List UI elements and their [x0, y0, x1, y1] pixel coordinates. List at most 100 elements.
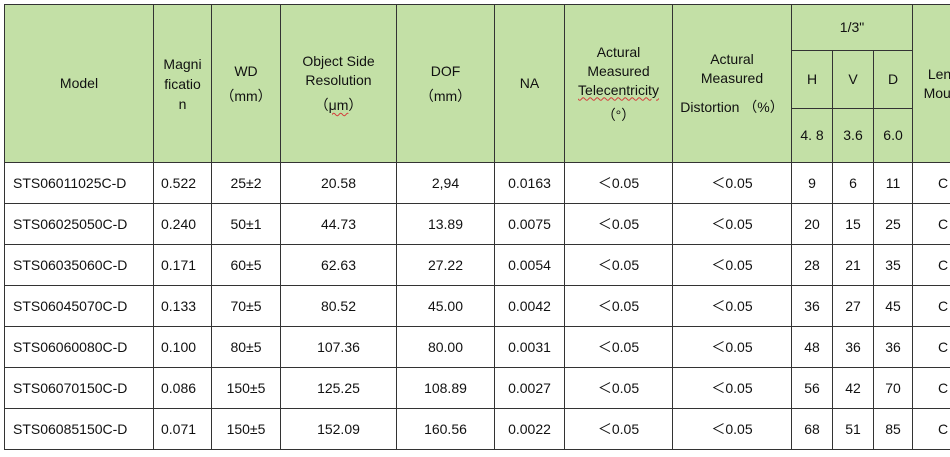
- cell-model: STS06070150C-D: [4, 367, 154, 409]
- cell-na: 0.0022: [494, 408, 565, 450]
- table-row: STS06060080C-D 0.100 80±5 107.36 80.00 0.0031…: [4, 326, 950, 368]
- table-row: STS06011025C-D 0.522 25±2 20.58 2,94 0.0163 ＜0…: [4, 162, 950, 204]
- cell-mount: C: [912, 244, 950, 286]
- cell-wd: 70±5: [211, 285, 281, 327]
- header-na: NA: [494, 4, 565, 163]
- header-sensor-d-value: 6.0: [872, 108, 914, 163]
- header-sensor-v-value-text: 3.6: [843, 127, 863, 143]
- header-wd-label: WD: [234, 62, 258, 79]
- cell-mount: C: [912, 367, 950, 409]
- header-sensor-h: H: [791, 50, 833, 109]
- cell-magnification: 0.133: [153, 285, 212, 327]
- cell-sensor-h: 20: [791, 203, 833, 245]
- cell-model: STS06045070C-D: [4, 285, 154, 327]
- cell-resolution: 125.25: [280, 367, 397, 409]
- cell-sensor-d: 35: [872, 244, 914, 286]
- cell-dof: 160.56: [396, 408, 495, 450]
- header-wd-unit: （mm）: [220, 87, 272, 104]
- cell-mount: C: [912, 326, 950, 368]
- table-header: Model Magni ficatio n WD （mm） Object Sid…: [4, 4, 950, 163]
- header-model-label: Model: [59, 75, 99, 91]
- header-sensor-label: 1/3": [839, 19, 865, 35]
- cell-resolution: 44.73: [280, 203, 397, 245]
- cell-sensor-h: 68: [791, 408, 833, 450]
- cell-sensor-v: 21: [832, 244, 874, 286]
- header-wd: WD （mm）: [211, 4, 281, 163]
- cell-dof: 27.22: [396, 244, 495, 286]
- cell-dof: 13.89: [396, 203, 495, 245]
- cell-na: 0.0031: [494, 326, 565, 368]
- header-distortion: Actural Measured Distortion （%）: [672, 4, 792, 163]
- header-resolution-unit-text: μm: [328, 97, 349, 113]
- cell-model: STS06011025C-D: [4, 162, 154, 204]
- header-sensor-h-value: 4. 8: [791, 108, 833, 163]
- cell-resolution: 152.09: [280, 408, 397, 450]
- table-body: STS06011025C-D 0.522 25±2 20.58 2,94 0.0163 ＜0…: [4, 162, 950, 450]
- header-dof: DOF （mm）: [396, 4, 495, 163]
- cell-sensor-v: 42: [832, 367, 874, 409]
- table-row: STS06070150C-D 0.086 150±5 125.25 108.89 0.00…: [4, 367, 950, 409]
- header-magnification-line3: n: [178, 95, 187, 112]
- header-sensor-d-label: D: [887, 71, 899, 87]
- cell-na: 0.0027: [494, 367, 565, 409]
- cell-wd: 80±5: [211, 326, 281, 368]
- cell-dof: 2,94: [396, 162, 495, 204]
- header-magnification: Magni ficatio n: [153, 4, 212, 163]
- cell-wd: 150±5: [211, 367, 281, 409]
- cell-distortion: ＜0.05: [672, 162, 792, 204]
- cell-sensor-v: 36: [832, 326, 874, 368]
- cell-resolution: 20.58: [280, 162, 397, 204]
- header-dof-unit: （mm）: [419, 87, 472, 104]
- cell-magnification: 0.086: [153, 367, 212, 409]
- header-resolution-unit-open: （: [314, 97, 329, 113]
- cell-dof: 80.00: [396, 326, 495, 368]
- cell-magnification: 0.240: [153, 203, 212, 245]
- cell-mount: C: [912, 203, 950, 245]
- cell-sensor-d: 70: [872, 367, 914, 409]
- cell-magnification: 0.100: [153, 326, 212, 368]
- header-telecentricity: Actural Measured Telecentricity （°）: [564, 4, 673, 163]
- cell-na: 0.0163: [494, 162, 565, 204]
- cell-resolution: 62.63: [280, 244, 397, 286]
- cell-distortion: ＜0.05: [672, 285, 792, 327]
- cell-sensor-h: 28: [791, 244, 833, 286]
- cell-model: STS06035060C-D: [4, 244, 154, 286]
- header-resolution: Object Side Resolution （μm）: [280, 4, 397, 163]
- cell-telecentricity: ＜0.05: [564, 326, 673, 368]
- cell-sensor-d: 85: [872, 408, 914, 450]
- header-mount-line1: Lens: [927, 65, 950, 82]
- cell-sensor-h: 9: [791, 162, 833, 204]
- cell-telecentricity: ＜0.05: [564, 408, 673, 450]
- cell-magnification: 0.522: [153, 162, 212, 204]
- cell-na: 0.0054: [494, 244, 565, 286]
- header-sensor-v: V: [832, 50, 874, 109]
- cell-sensor-h: 48: [791, 326, 833, 368]
- cell-distortion: ＜0.05: [672, 367, 792, 409]
- table-row: STS06035060C-D 0.171 60±5 62.63 27.22 0.0054 ＜…: [4, 244, 950, 286]
- cell-dof: 45.00: [396, 285, 495, 327]
- header-resolution-line1: Object Side: [302, 53, 375, 69]
- cell-distortion: ＜0.05: [672, 326, 792, 368]
- cell-na: 0.0042: [494, 285, 565, 327]
- cell-telecentricity: ＜0.05: [564, 203, 673, 245]
- header-resolution-line2: Resolution: [305, 72, 372, 88]
- cell-sensor-d: 36: [872, 326, 914, 368]
- header-dof-label: DOF: [430, 62, 461, 79]
- cell-resolution: 107.36: [280, 326, 397, 368]
- cell-telecentricity: ＜0.05: [564, 285, 673, 327]
- cell-distortion: ＜0.05: [672, 244, 792, 286]
- header-resolution-unit: （μm）: [282, 96, 396, 115]
- cell-telecentricity: ＜0.05: [564, 162, 673, 204]
- cell-sensor-v: 15: [832, 203, 874, 245]
- cell-distortion: ＜0.05: [672, 408, 792, 450]
- cell-wd: 25±2: [211, 162, 281, 204]
- cell-na: 0.0075: [494, 203, 565, 245]
- header-sensor-h-label: H: [806, 71, 818, 87]
- header-sensor-v-label: V: [848, 71, 858, 87]
- cell-model: STS06025050C-D: [4, 203, 154, 245]
- cell-wd: 60±5: [211, 244, 281, 286]
- cell-model: STS06085150C-D: [4, 408, 154, 450]
- header-na-label: NA: [519, 75, 540, 91]
- header-distortion-line2: Measured: [700, 70, 764, 86]
